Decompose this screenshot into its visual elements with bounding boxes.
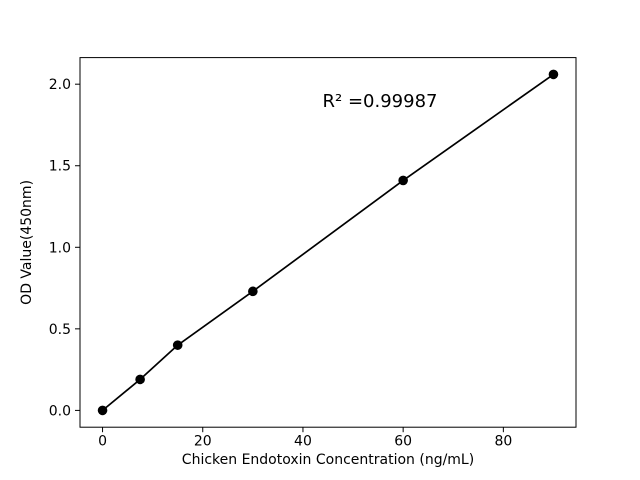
data-point <box>548 69 559 80</box>
y-tick-label: 2.0 <box>49 77 71 93</box>
x-tick-label: 40 <box>294 434 312 450</box>
y-tick-label: 0.5 <box>49 322 71 338</box>
data-point <box>135 374 145 385</box>
x-axis-ticks: 0 20 40 60 80 <box>98 427 512 450</box>
x-tick-label: 0 <box>98 434 107 450</box>
y-tick-label: 1.0 <box>49 240 71 256</box>
y-tick-label: 1.5 <box>49 159 71 175</box>
data-point <box>398 175 408 186</box>
r-squared-annotation: R² =0.99987 <box>323 91 438 112</box>
x-axis-label: Chicken Endotoxin Concentration (ng/mL) <box>182 452 474 468</box>
data-point <box>248 286 258 297</box>
x-tick-label: 80 <box>494 434 512 450</box>
x-tick-label: 60 <box>394 434 412 450</box>
data-point <box>97 405 108 416</box>
data-series <box>97 69 559 416</box>
data-point <box>172 340 183 350</box>
x-tick-label: 20 <box>194 434 212 450</box>
y-tick-label: 0.0 <box>49 403 71 419</box>
plot-border <box>79 57 577 428</box>
y-axis-ticks: 0.0 0.5 1.0 1.5 2.0 <box>49 77 80 419</box>
curve-line <box>101 73 555 412</box>
y-axis-label: OD Value(450nm) <box>19 180 35 305</box>
